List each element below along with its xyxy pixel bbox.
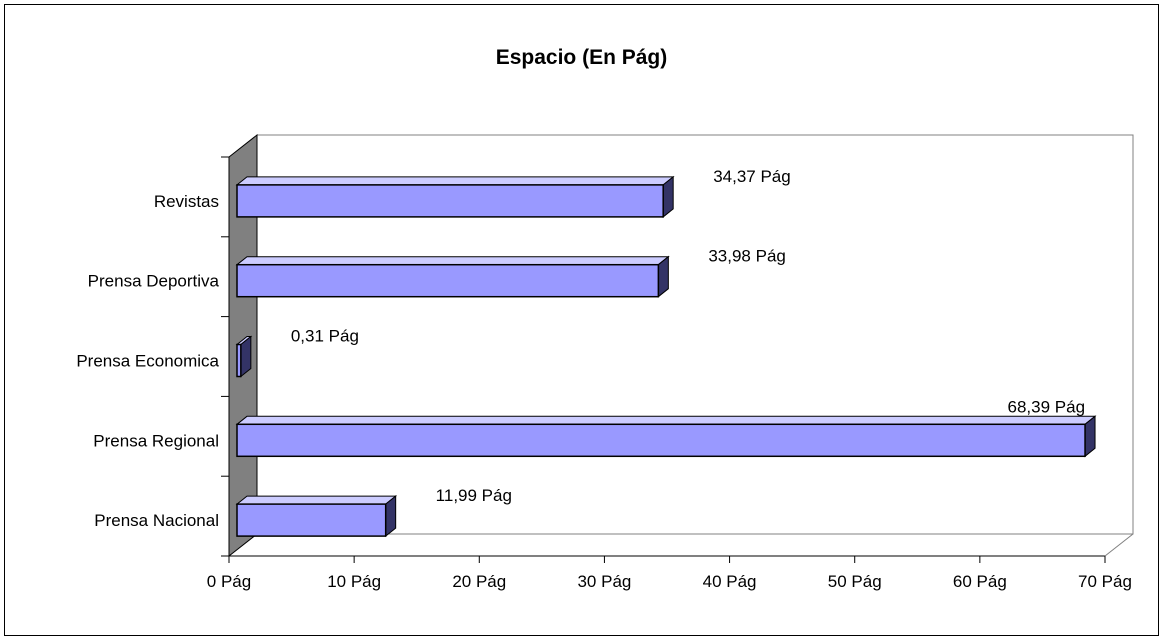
data-label: 68,39 Pág <box>1008 397 1086 416</box>
x-tick-label: 30 Pág <box>577 572 631 591</box>
bar <box>236 503 387 537</box>
x-tick-label: 10 Pág <box>327 572 381 591</box>
floor-edge <box>1104 533 1134 557</box>
x-tick-label: 50 Pág <box>828 572 882 591</box>
category-label: Prensa Economica <box>76 352 219 371</box>
data-label: 34,37 Pág <box>713 167 791 186</box>
x-tick-label: 40 Pág <box>703 572 757 591</box>
x-tick-label: 70 Pág <box>1078 572 1132 591</box>
category-label: Prensa Regional <box>93 431 219 450</box>
bar-top <box>235 256 670 266</box>
bar <box>236 184 664 218</box>
data-label: 11,99 Pág <box>436 486 512 505</box>
bar-top <box>235 176 675 186</box>
bar <box>236 263 660 298</box>
bar <box>236 423 1086 458</box>
x-tick-label: 60 Pág <box>953 572 1007 591</box>
bar-top <box>235 415 1097 425</box>
chart-title: Espacio (En Pág) <box>495 46 668 69</box>
x-tick-label: 0 Pág <box>207 572 251 591</box>
category-label: Prensa Deportiva <box>88 272 220 291</box>
category-label: Revistas <box>154 192 219 211</box>
data-label: 0,31 Pág <box>291 327 359 346</box>
x-tick-label: 20 Pág <box>452 572 506 591</box>
bar-top <box>235 495 398 505</box>
category-label: Prensa Nacional <box>94 511 219 530</box>
bar <box>236 343 242 378</box>
data-label: 33,98 Pág <box>708 247 786 266</box>
